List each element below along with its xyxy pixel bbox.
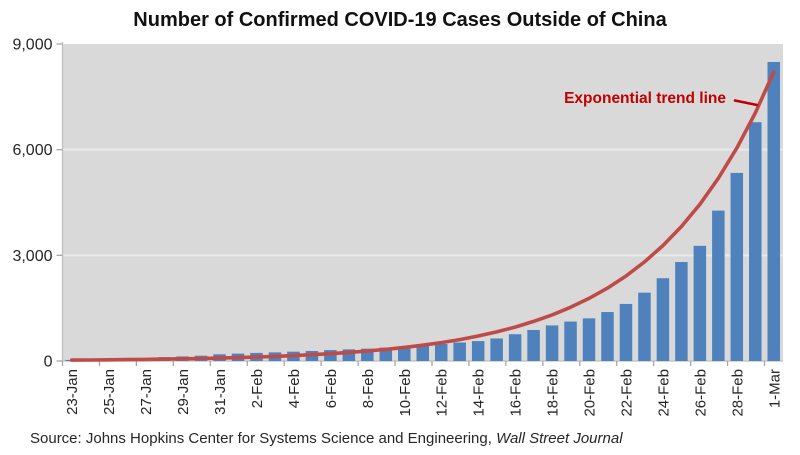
x-tick-label: 1-Mar [766,369,783,408]
x-tick-label: 20-Feb [582,369,599,417]
bar [638,292,651,361]
x-tick-label: 10-Feb [397,369,414,417]
x-tick-label: 26-Feb [692,369,709,417]
exponential-trend-line [69,70,776,362]
bar [398,346,411,361]
x-tick-label: 2-Feb [249,369,266,408]
bar [508,334,522,361]
bar [619,303,633,361]
bar [656,278,670,361]
y-tick-label: 9,000 [12,37,52,54]
bar [324,350,337,361]
bar [730,172,744,361]
x-tick-label: 22-Feb [618,369,635,417]
bar [582,318,596,361]
bar [453,342,466,361]
bar [712,210,725,361]
y-tick-label: 0 [44,354,53,371]
x-tick-label: 8-Feb [360,369,377,408]
bar [749,122,762,362]
bar [545,325,559,361]
bar [416,344,429,361]
x-tick-label: 31-Jan [212,369,229,415]
bar [564,321,577,361]
bar [471,341,485,361]
bar [675,262,688,361]
y-tick-label: 6,000 [12,142,52,159]
trend-line-annotation: Exponential trend line [564,90,726,107]
annotation-leader-line [733,99,759,107]
x-tick-label: 28-Feb [729,369,746,417]
bar [767,61,781,362]
x-tick-label: 24-Feb [655,369,672,417]
x-tick-label: 27-Jan [138,369,155,415]
chart-title: Number of Confirmed COVID-19 Cases Outsi… [133,9,667,31]
x-tick-label: 4-Feb [286,369,303,408]
x-tick-label: 6-Feb [323,369,340,408]
bar [601,312,614,361]
x-tick-label: 14-Feb [471,369,488,417]
x-tick-label: 16-Feb [508,369,525,417]
bar [693,245,707,361]
x-tick-label: 29-Jan [175,369,192,415]
bar [490,338,503,361]
y-tick-label: 3,000 [12,248,52,265]
bar [527,330,540,361]
x-tick-label: 18-Feb [545,369,562,417]
source-text: Source: Johns Hopkins Center for Systems… [30,430,497,447]
source-publication: Wall Street Journal [496,430,623,447]
source-attribution: Source: Johns Hopkins Center for Systems… [30,430,623,447]
x-tick-label: 23-Jan [64,369,81,415]
x-tick-label: 12-Feb [434,369,451,417]
bar [434,343,448,361]
x-tick-label: 25-Jan [101,369,118,415]
bar [342,349,356,361]
